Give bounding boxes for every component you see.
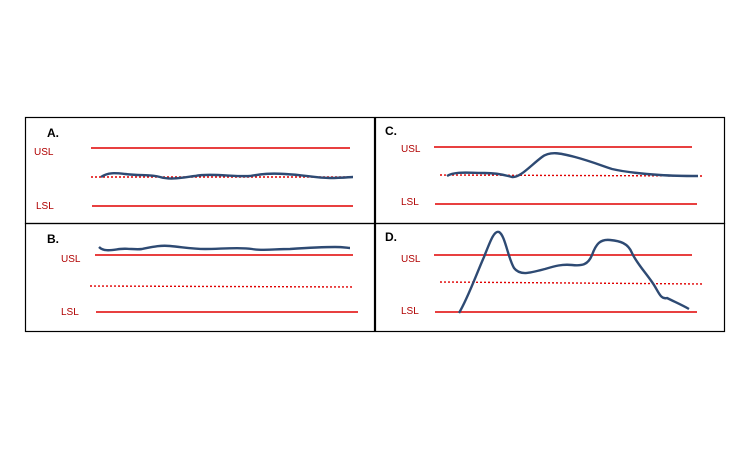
panel-c-process-line xyxy=(446,152,699,179)
panel-c: C. USL LSL xyxy=(385,124,704,208)
panel-a-letter: A. xyxy=(47,126,59,140)
panel-a-lsl-label: LSL xyxy=(36,201,54,212)
panel-b-process-line xyxy=(98,244,351,252)
panel-c-letter: C. xyxy=(385,124,397,138)
panel-d-process-line xyxy=(457,230,690,314)
panel-d-letter: D. xyxy=(385,230,397,244)
panel-b-usl-label: USL xyxy=(61,254,81,265)
panel-b-frame xyxy=(24,222,376,333)
panel-b-center-line xyxy=(89,285,355,288)
panel-a-process-line xyxy=(100,171,354,180)
panel-b-lsl-label: LSL xyxy=(61,307,79,318)
panel-b: B. USL LSL xyxy=(47,232,358,318)
panel-b-letter: B. xyxy=(47,232,59,246)
panel-d-usl-label: USL xyxy=(401,254,421,265)
panel-c-usl-label: USL xyxy=(401,144,421,155)
panel-d-frame xyxy=(374,222,726,333)
panel-c-frame xyxy=(374,116,726,225)
panel-d: D. USL LSL xyxy=(385,230,704,317)
panel-a-usl-label: USL xyxy=(34,147,54,158)
panel-d-center-line xyxy=(439,281,704,285)
panel-a: A. USL LSL xyxy=(34,126,355,212)
panel-c-lsl-label: LSL xyxy=(401,197,419,208)
panel-a-frame xyxy=(24,116,376,225)
panel-d-lsl-label: LSL xyxy=(401,306,419,317)
